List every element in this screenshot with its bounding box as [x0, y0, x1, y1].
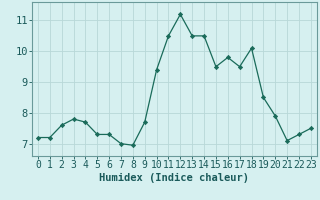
X-axis label: Humidex (Indice chaleur): Humidex (Indice chaleur) [100, 173, 249, 183]
